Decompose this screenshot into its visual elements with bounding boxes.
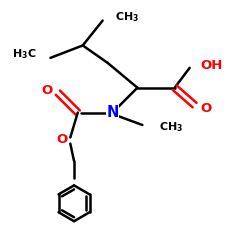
Text: OH: OH bbox=[201, 59, 223, 72]
Text: O: O bbox=[42, 84, 53, 97]
Text: $\mathbf{H_3C}$: $\mathbf{H_3C}$ bbox=[12, 47, 37, 61]
Text: N: N bbox=[106, 105, 119, 120]
Text: $\mathbf{CH_3}$: $\mathbf{CH_3}$ bbox=[158, 120, 183, 134]
Text: O: O bbox=[56, 134, 68, 146]
Text: $\mathbf{CH_3}$: $\mathbf{CH_3}$ bbox=[115, 10, 139, 24]
Text: O: O bbox=[200, 102, 211, 115]
